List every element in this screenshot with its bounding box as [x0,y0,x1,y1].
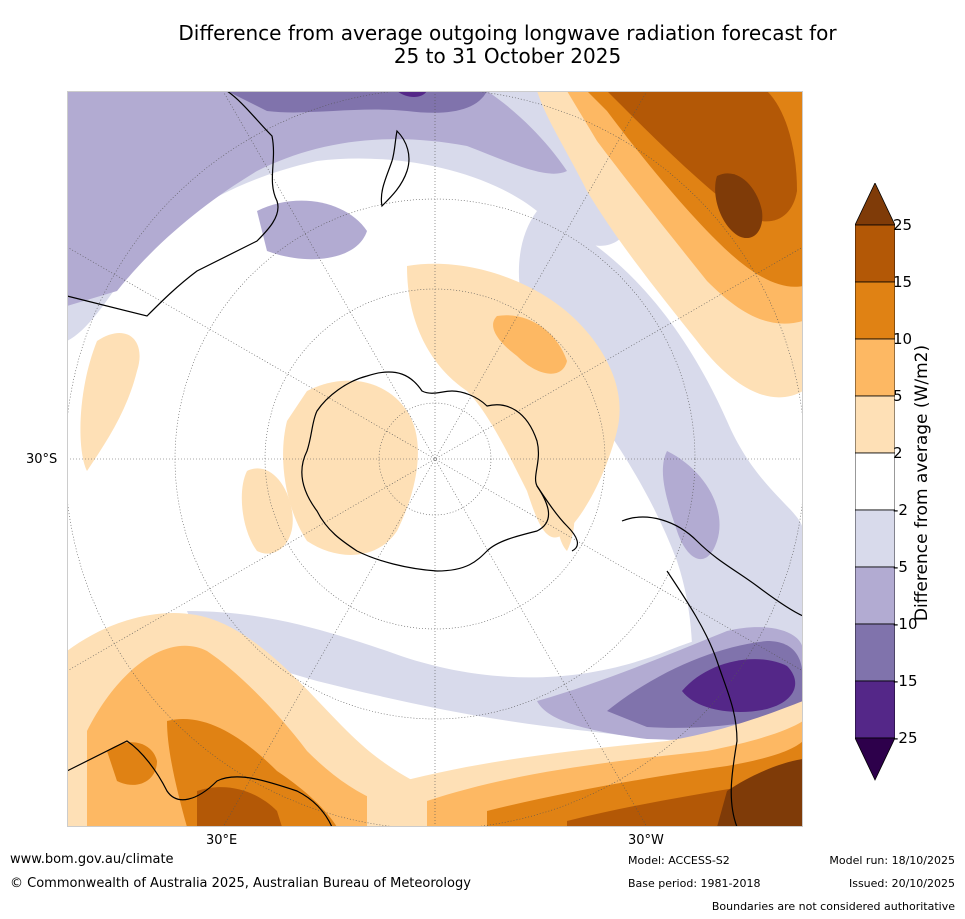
footer-url[interactable]: www.bom.gov.au/climate [10,852,174,867]
colorbar-tick-label: 15 [893,273,913,291]
title-line-1: Difference from average outgoing longwav… [178,21,837,45]
colorbar-tick-label: -5 [893,558,908,576]
australia-coastline [67,91,279,317]
colorbar-band [855,452,895,511]
positive-anomaly-northeast [537,91,803,398]
footer-issued: Issued: 20/10/2025 [848,877,955,890]
colorbar-tick-label: 10 [893,330,913,348]
colorbar-band [855,680,895,739]
colorbar-band [855,224,895,283]
chart-title: Difference from average outgoing longwav… [60,22,955,68]
colorbar-band [855,509,895,568]
positive-anomaly-southwest [67,612,467,827]
new-zealand-coastline [380,129,410,208]
colorbar-tick-label: -2 [893,501,908,519]
footer-copyright: © Commonwealth of Australia 2025, Austra… [10,876,471,891]
colorbar-tick-label: 25 [893,216,913,234]
colorbar-label: Difference from average (W/m2) [912,344,932,622]
colorbar-band [855,281,895,340]
colorbar-tick-label: -10 [893,615,918,633]
footer-disclaimer: Boundaries are not considered authoritat… [711,900,955,913]
negative-anomaly-south [187,611,803,743]
map-panel [67,91,803,827]
colorbar-band [855,566,895,625]
colorbar [855,183,895,781]
positive-anomaly-southeast [367,701,803,827]
colorbar-tick-label: 5 [893,387,903,405]
colorbar-band [855,395,895,454]
colorbar-tick-label: 2 [893,444,903,462]
footer-model: Model: ACCESS-S2 [628,854,730,867]
colorbar-tick-label: -15 [893,672,918,690]
south-america-coastline [621,516,803,827]
map-canvas [67,91,803,827]
graticule [67,91,803,827]
lon-label-30e: 30°E [206,833,238,848]
lat-label-30s: 30°S [26,452,58,467]
antarctica-coastline [301,371,550,572]
title-line-2: 25 to 31 October 2025 [393,44,622,68]
footer-base-period: Base period: 1981-2018 [628,877,761,890]
map-frame [67,91,803,827]
colorbar-band [855,623,895,682]
colorbar-extend-low [855,737,895,781]
antarctica-peninsula [536,485,579,552]
colorbar-extend-high [855,183,895,226]
colorbar-tick-label: -25 [893,729,918,747]
colorbar-band [855,338,895,397]
lon-label-30w: 30°W [628,833,664,848]
footer-model-run: Model run: 18/10/2025 [829,854,955,867]
africa-coastline [67,740,333,827]
negative-anomaly-north [67,91,627,341]
